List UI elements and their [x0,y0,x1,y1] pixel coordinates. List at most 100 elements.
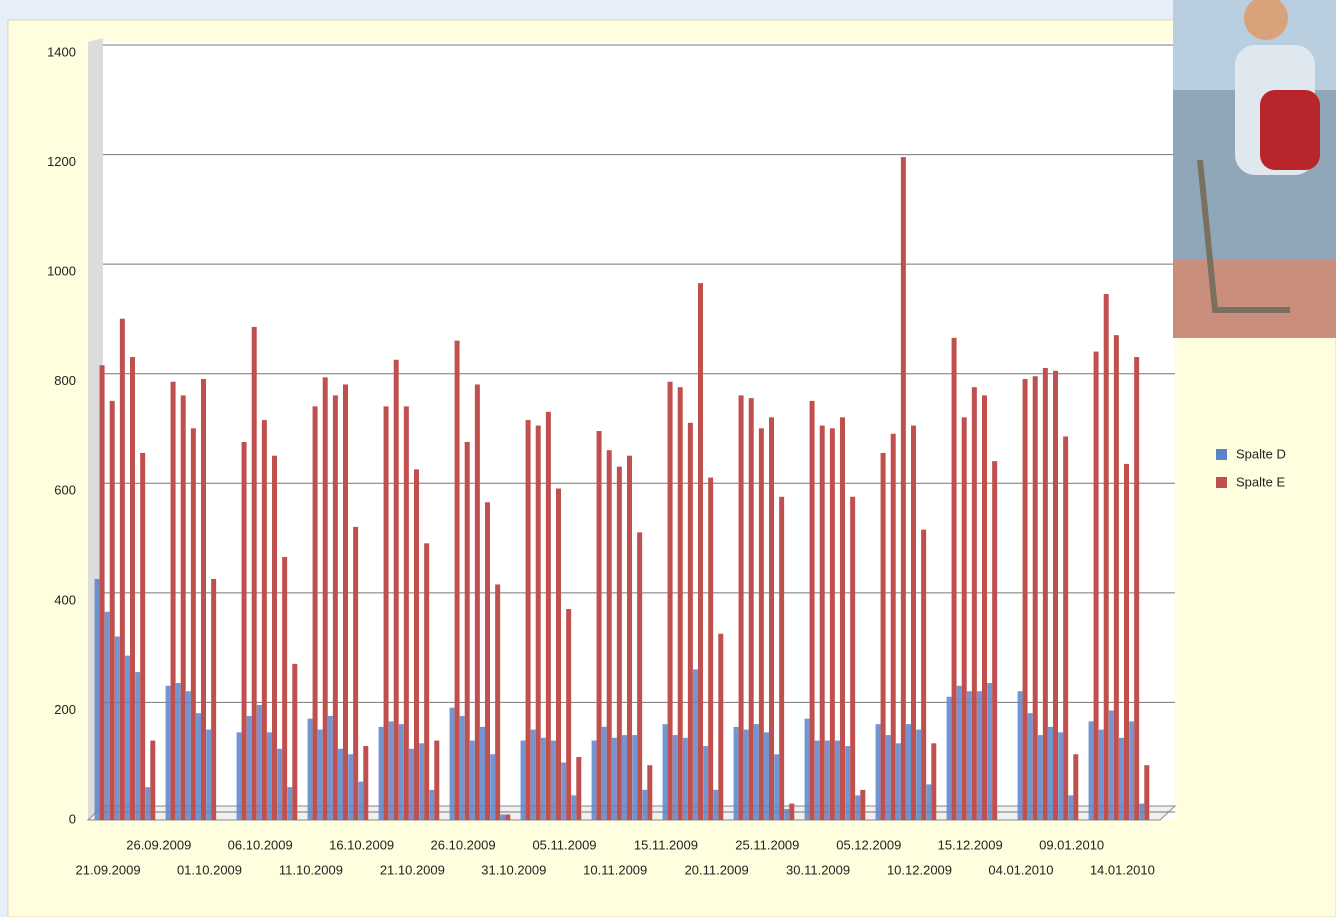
bar [180,395,186,820]
bar [769,417,774,820]
bar [1017,691,1023,820]
bar [571,795,577,820]
x-tick-label: 21.09.2009 [76,862,141,877]
bar [911,425,916,820]
y-tick-label: 1200 [47,154,76,169]
bar [860,789,866,820]
bar [1022,378,1028,820]
bar [1124,463,1129,820]
bar [277,748,283,820]
bar [520,740,526,820]
x-tick-label: 14.01.2010 [1090,862,1155,877]
bar [748,398,754,820]
x-tick-label: 20.11.2009 [685,862,749,877]
legend-swatch [1216,477,1227,488]
bar [459,715,465,820]
bar [637,532,643,820]
bar [246,715,252,820]
bar [99,365,105,820]
bar [1129,721,1135,820]
y-tick-label: 200 [54,702,76,717]
bar [733,726,739,820]
bar [764,732,769,820]
bar [693,669,698,820]
x-tick-label: 10.12.2009 [887,862,952,877]
bar [449,707,455,820]
bar [322,377,328,820]
bar [1113,335,1119,820]
bar [708,477,714,820]
bar [480,726,485,820]
bar [505,814,511,820]
legend-label: Spalte D [1236,446,1286,461]
bar [114,636,120,820]
bar [343,384,348,820]
bar [840,417,845,820]
bar [241,441,247,820]
bar [185,691,191,820]
x-tick-label: 26.09.2009 [126,837,191,852]
x-tick-label: 15.12.2009 [938,837,1003,852]
bar [145,787,151,820]
bar [1048,726,1053,820]
bar [971,387,977,820]
bar [1119,737,1124,820]
bar [165,685,171,820]
bar [921,529,927,820]
y-tick-label: 400 [54,592,76,607]
x-tick-label: 06.10.2009 [228,837,293,852]
bar [789,803,795,820]
bar [409,748,414,820]
bar [1058,732,1064,820]
bar [900,157,906,821]
bar [551,740,556,820]
bar [809,400,815,820]
bar [398,724,404,820]
bar [1063,436,1069,820]
bar [287,787,293,820]
bar [566,609,572,820]
x-tick-label: 11.10.2009 [279,862,343,877]
bar [545,411,551,820]
bar [424,543,430,820]
bar [606,450,612,820]
bar [829,428,835,820]
bar [804,718,810,820]
bar [1108,710,1114,820]
x-tick-label: 26.10.2009 [431,837,496,852]
x-tick-label: 30.11.2009 [786,862,850,877]
bar [211,578,217,820]
bar [982,395,987,820]
bar [703,746,709,820]
x-tick-label: 01.10.2009 [177,862,242,877]
bar [393,359,399,820]
bar [317,729,323,820]
bar [535,425,541,820]
bar [206,729,212,820]
bar [880,452,886,820]
bar [1139,803,1145,820]
bar [956,685,962,820]
bar [931,743,937,820]
bar [201,378,206,820]
bar [378,726,384,820]
bar [591,740,597,820]
bar [388,721,394,820]
bar [1032,376,1038,820]
bar [307,718,313,820]
bar [150,740,156,820]
bar [540,737,546,820]
bar [753,724,759,820]
bar [718,633,724,820]
bar [556,488,561,820]
bar [109,400,115,820]
bar [627,455,632,820]
x-tick-label: 10.11.2009 [583,862,647,877]
bar [332,395,338,820]
x-tick-label: 04.01.2010 [988,862,1053,877]
bar [474,384,480,820]
legend-swatch [1216,449,1227,460]
bar [890,433,896,820]
bar [738,395,744,820]
bar [414,469,419,820]
